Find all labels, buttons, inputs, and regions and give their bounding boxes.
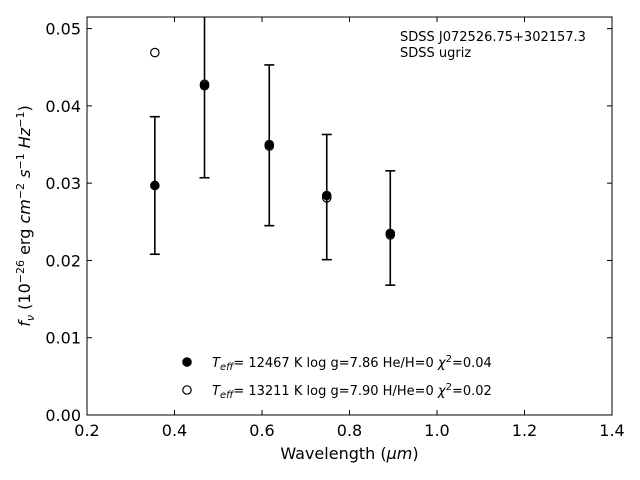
db-model-point <box>150 47 160 58</box>
y-tick-label: 0.00 <box>45 406 81 425</box>
legend: Teff= 12467 K log g=7.86 He/H=0 χ2=0.04 T… <box>182 354 492 401</box>
error-bar <box>199 17 210 179</box>
x-tick-label: 1.4 <box>599 421 624 440</box>
legend-entry: Teff= 12467 K log g=7.86 He/H=0 χ2=0.04 <box>212 354 492 373</box>
y-tick-label: 0.02 <box>45 251 81 270</box>
db-model-point <box>264 141 275 151</box>
plot-frame <box>86 16 613 416</box>
y-tick-label: 0.01 <box>45 329 81 348</box>
x-tick-label: 0.2 <box>74 421 99 440</box>
object-name-label: SDSS J072526.75+302157.3 <box>400 30 586 45</box>
x-tick-label: 0.6 <box>249 421 274 440</box>
x-tick-label: 1.0 <box>424 421 449 440</box>
y-tick-label: 0.05 <box>45 20 81 39</box>
y-tick-label: 0.04 <box>45 97 81 116</box>
legend-entry: Teff= 13211 K log g=7.90 H/He=0 χ2=0.02 <box>212 382 492 401</box>
y-tick-label: 0.03 <box>45 174 81 193</box>
legend-marker-open <box>182 385 192 395</box>
x-tick-label: 0.4 <box>162 421 187 440</box>
db-model-point <box>321 193 332 203</box>
x-tick-label: 0.8 <box>337 421 362 440</box>
db-model-point <box>385 230 396 240</box>
y-axis-label: fν (10−26 erg cm−2 s−1 Hz−1) <box>14 105 37 326</box>
db-model-point <box>199 79 210 90</box>
x-tick-label: 1.2 <box>512 421 537 440</box>
da-model-point <box>150 180 160 191</box>
x-axis-label: Wavelength (μm) <box>280 444 418 463</box>
legend-marker-filled <box>182 357 192 367</box>
filter-set-label: SDSS ugriz <box>400 46 471 61</box>
error-bar <box>385 169 396 286</box>
